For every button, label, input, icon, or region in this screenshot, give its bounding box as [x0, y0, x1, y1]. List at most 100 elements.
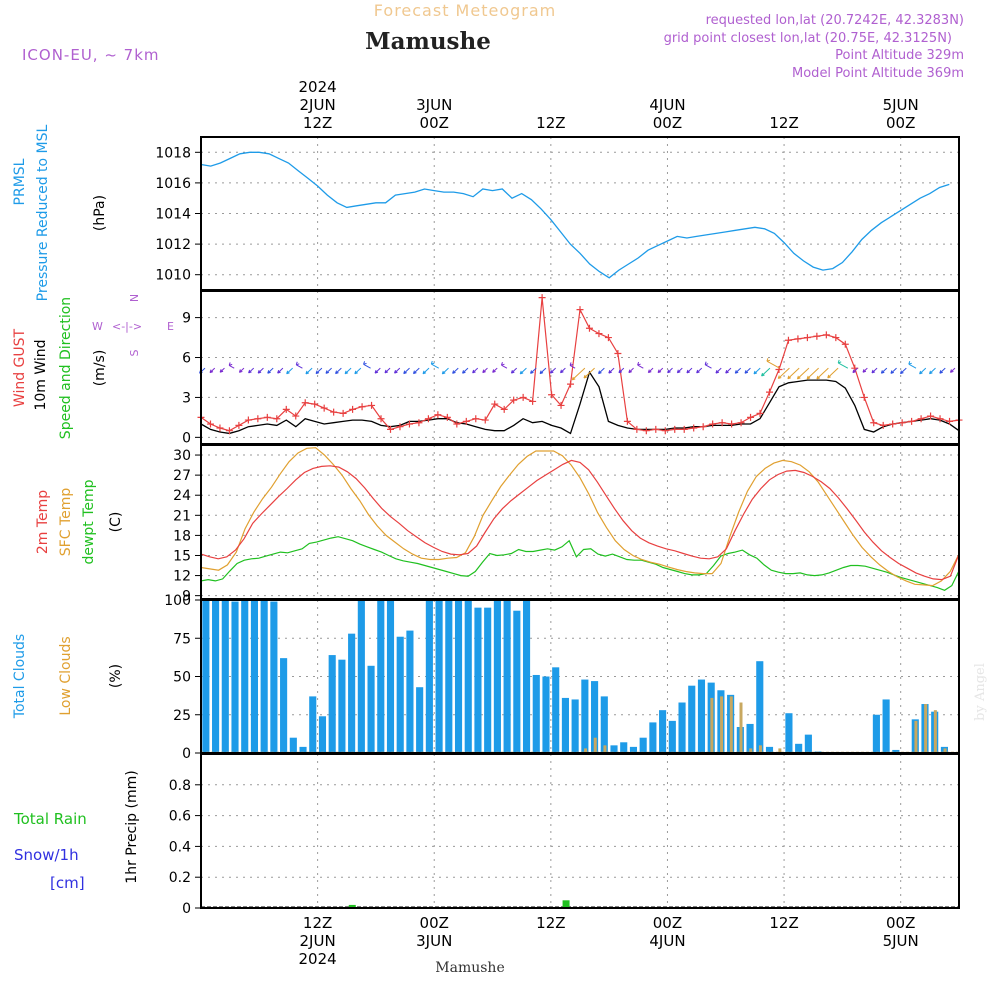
- total-cloud-bar: [396, 636, 404, 753]
- wind-direction-arrow: [837, 359, 849, 369]
- total-cloud-bar: [348, 633, 356, 753]
- wind-direction-arrow: [267, 367, 274, 374]
- wind-direction-arrow: [796, 367, 810, 380]
- wind-direction-arrow: [908, 361, 917, 369]
- wind-direction-arrow: [209, 367, 216, 374]
- wind-direction-arrow: [510, 367, 518, 374]
- y-tick-label: 0: [182, 746, 191, 762]
- wind-direction-arrow: [325, 367, 332, 374]
- gust-label: Wind GUST: [12, 328, 28, 407]
- total-cloud-bar: [309, 696, 317, 753]
- total-cloud-bar: [765, 746, 774, 753]
- sfc-temp-line: [200, 447, 960, 587]
- total-cloud-bar: [406, 630, 414, 753]
- gust-marker: [462, 417, 470, 425]
- gust-marker: [301, 399, 309, 407]
- credit-watermark: by Angel: [973, 663, 988, 721]
- low-cloud-bar: [739, 702, 743, 753]
- wind-direction-arrow: [657, 367, 664, 374]
- bottom-time-label: 00Z: [420, 914, 449, 932]
- pressure-unit-label: (hPa): [92, 195, 108, 231]
- total-cloud-bar: [804, 734, 812, 753]
- y-tick-label: 0.8: [169, 778, 191, 794]
- wind-direction-arrow: [441, 367, 449, 375]
- low-cloud-bar: [758, 745, 762, 753]
- total-cloud-bar: [289, 737, 297, 753]
- total-cloud-bar: [571, 699, 579, 753]
- total-cloud-bar: [202, 600, 210, 753]
- bottom-time-label: 3JUN: [416, 932, 452, 950]
- bottom-time-label: 12Z: [536, 914, 565, 932]
- bottom-time-label: 4JUN: [649, 932, 685, 950]
- gust-marker: [766, 388, 773, 396]
- total-cloud-bar: [386, 600, 395, 753]
- compass-n: N: [128, 294, 141, 302]
- y-tick-label: 1012: [155, 237, 191, 253]
- gust-marker: [917, 415, 925, 423]
- compass-we: <-|->: [112, 320, 142, 333]
- total-cloud-bar: [581, 679, 589, 753]
- y-tick-label: 12: [173, 569, 191, 585]
- wind-direction-arrow: [539, 367, 547, 375]
- wind-direction-arrow: [472, 367, 479, 374]
- wind-direction-arrow: [569, 362, 576, 369]
- pressure-line: [200, 151, 950, 279]
- compass-rose: N S W <-|-> E: [92, 294, 174, 357]
- gust-marker: [491, 400, 499, 408]
- wind-direction-arrow: [725, 367, 732, 374]
- gust-marker: [311, 400, 319, 408]
- wind-direction-arrow: [647, 367, 654, 374]
- total-cloud-bar: [688, 685, 696, 753]
- top-time-label: 3JUN: [416, 96, 452, 114]
- total-cloud-bar: [454, 600, 463, 753]
- bottom-time-label: 2024: [299, 950, 337, 968]
- wind-direction-arrow: [374, 367, 381, 374]
- dewpt-label: dewpt Temp: [81, 479, 97, 564]
- gust-marker: [538, 294, 546, 302]
- gust-marker: [642, 427, 650, 435]
- wind-direction-arrow: [394, 367, 401, 374]
- wind-direction-arrow: [295, 361, 303, 369]
- gust-marker: [898, 419, 906, 427]
- wind-direction-arrow: [667, 367, 673, 374]
- y-tick-label: 9: [182, 589, 191, 605]
- gust-marker: [349, 405, 357, 413]
- gust-marker: [472, 415, 480, 423]
- prmsl-label: PRMSL: [12, 158, 28, 205]
- y-tick-label: 9: [182, 311, 191, 327]
- top-time-label: 2024: [299, 78, 337, 96]
- panel-frame: [200, 753, 960, 909]
- wind-direction-arrow: [777, 367, 790, 380]
- gust-marker: [841, 340, 849, 348]
- total-cloud-bar: [629, 746, 638, 753]
- wind-direction-arrow: [929, 367, 936, 375]
- total-cloud-bar: [445, 600, 453, 753]
- compass-w: W: [92, 320, 103, 333]
- total-cloud-bar: [260, 600, 268, 753]
- gust-marker: [292, 412, 300, 420]
- wind-direction-arrow: [482, 367, 488, 374]
- gust-marker: [567, 380, 575, 388]
- gust-marker: [879, 421, 887, 429]
- wind-direction-arrow: [753, 367, 761, 375]
- product-title: Forecast Meteogram: [374, 1, 556, 20]
- total-cloud-bar: [338, 659, 346, 753]
- top-time-label: 2JUN: [300, 96, 336, 114]
- total-cloud-bar: [212, 600, 220, 753]
- gust-marker: [709, 420, 717, 428]
- total-cloud-bar: [221, 600, 229, 753]
- gust-marker: [822, 331, 830, 339]
- total-cloud-bar: [620, 742, 628, 753]
- wind-direction-arrow: [715, 367, 722, 374]
- total-cloud-bar: [872, 714, 880, 753]
- wind-direction-arrow: [571, 367, 586, 381]
- wind-direction-arrow: [686, 367, 693, 374]
- plot-layer: [197, 136, 963, 909]
- total-cloud-bar: [464, 600, 472, 753]
- gust-marker: [396, 423, 404, 431]
- gust-marker: [529, 397, 537, 405]
- bottom-time-label: 12Z: [769, 914, 798, 932]
- wind-direction-arrow: [305, 367, 313, 375]
- wind-direction-arrow: [637, 361, 644, 369]
